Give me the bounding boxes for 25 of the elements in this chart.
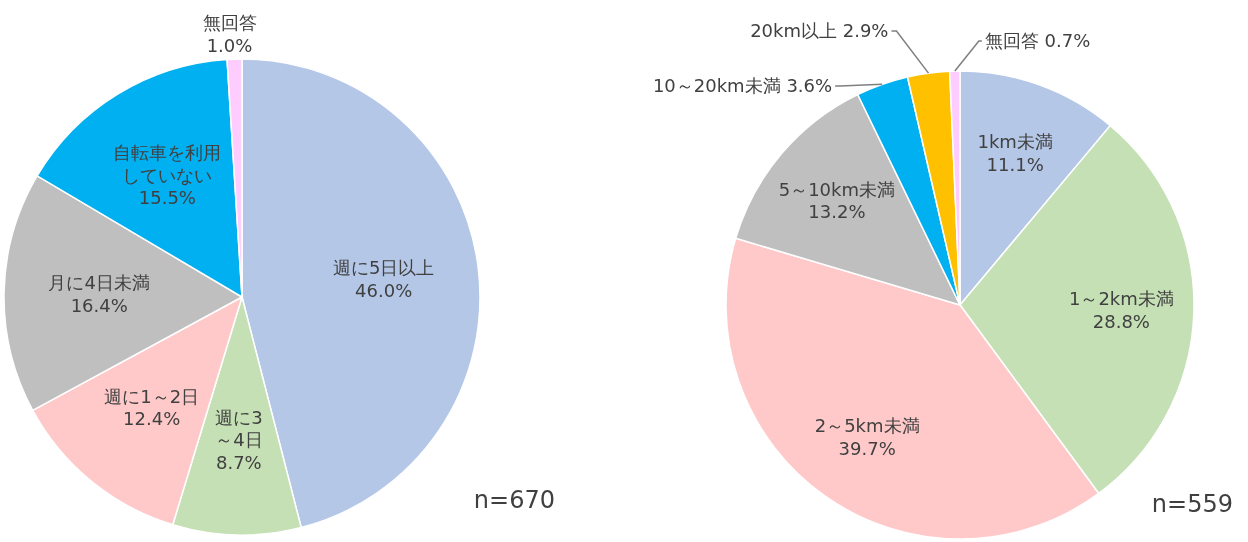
slice-label: 無回答 (202, 12, 257, 34)
data-label: 8.7% (215, 451, 262, 473)
data-label: 11.1% (986, 153, 1044, 175)
data-label: 16.4% (70, 294, 128, 316)
slice-label: 週に1～2日 (104, 385, 200, 407)
slice-label: 5～10km未満 (778, 178, 896, 200)
slice-label: 無回答 0.7% (984, 30, 1091, 52)
slice-label: 2～5km未満 (814, 415, 920, 437)
slice-label: 月に4日未満 (48, 272, 150, 294)
data-label: 39.7% (838, 437, 896, 459)
data-label: 13.2% (808, 201, 866, 223)
text: n=670 (473, 485, 555, 514)
data-label: 1.0% (206, 34, 253, 56)
slice-label: 10～20km未満 3.6% (652, 75, 833, 97)
slice-label: 週に5日以上 (332, 257, 435, 279)
data-label: 28.8% (1092, 310, 1150, 332)
data-label: 15.5% (138, 187, 196, 209)
text: n=559 (1151, 490, 1233, 519)
slice-label: 20km以上 2.9% (750, 20, 889, 42)
slice-label: 1～2km未満 (1068, 288, 1174, 310)
data-label: 12.4% (123, 408, 181, 430)
slice-label: 週に3～4日 (215, 406, 263, 451)
data-label: 46.0% (355, 279, 413, 301)
slice-label: 1km未満 (977, 131, 1053, 153)
slice-label: 自転車を利用していない (113, 142, 222, 186)
